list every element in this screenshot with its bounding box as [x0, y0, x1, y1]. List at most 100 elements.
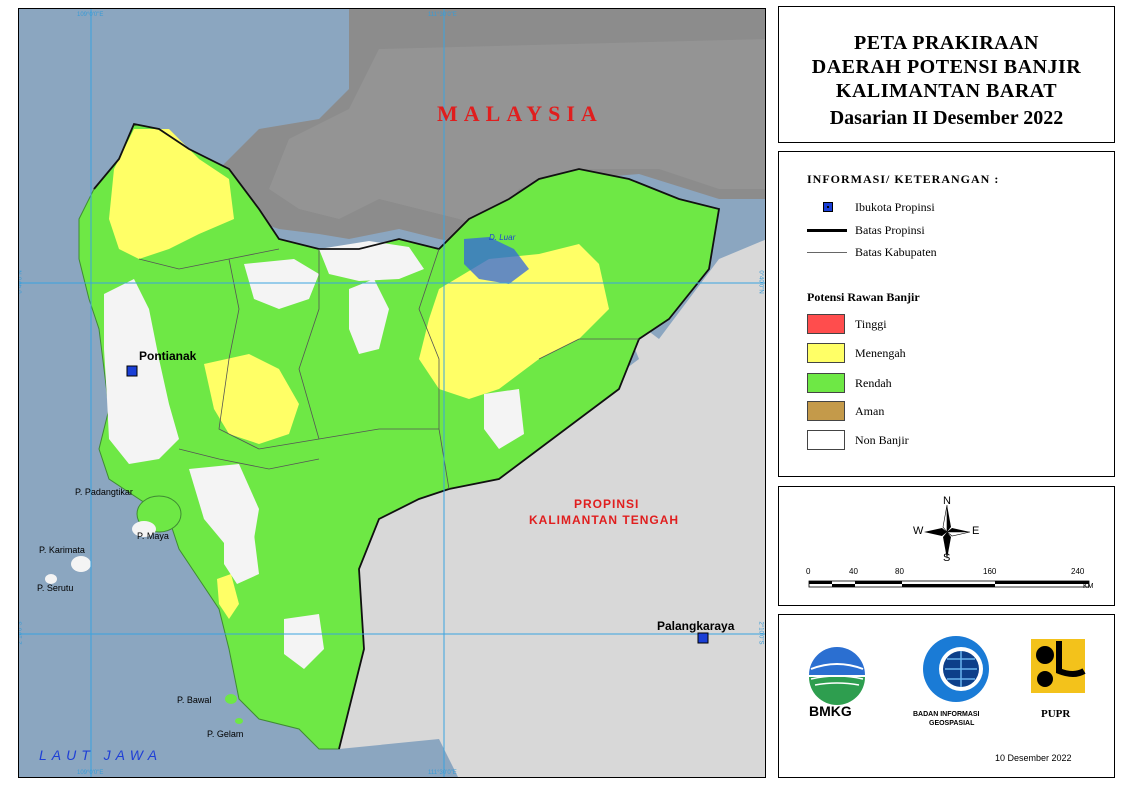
coord-lon-bottom-1: 109°0'0"E [77, 770, 104, 776]
legend-kab-boundary: Batas Kabupaten [807, 241, 937, 263]
legend-level-label: Tinggi [855, 316, 887, 331]
title-period: Dasarian II Desember 2022 [829, 107, 1064, 129]
map-canvas [19, 9, 765, 777]
legend-level-label: Non Banjir [855, 432, 909, 447]
coord-lon-bottom-2: 111°30'0"E [428, 770, 457, 776]
coord-lon-top-1: 109°0'0"E [77, 12, 104, 18]
label-island-serutu: P. Serutu [37, 583, 74, 593]
compass-n: N [943, 495, 951, 507]
legend-level-menengah: Menengah [807, 342, 906, 364]
swatch-aman [807, 401, 845, 421]
label-pontianak: Pontianak [139, 349, 197, 363]
pupr-logo-icon [1031, 639, 1086, 693]
compass-e: E [972, 525, 980, 537]
legend-risk-heading: Potensi Rawan Banjir [807, 290, 920, 304]
legend-panel: INFORMASI/ KETERANGAN : Ibukota Propinsi… [778, 151, 1115, 477]
title-panel: PETA PRAKIRAAN DAERAH POTENSI BANJIR KAL… [778, 6, 1115, 143]
compass-s: S [943, 552, 951, 564]
big-label-1: BADAN INFORMASI [913, 711, 980, 718]
region-menengah-center [204, 354, 299, 444]
region-menengah-south [217, 574, 239, 619]
province-line-icon [807, 228, 847, 232]
region-menengah-north [109, 129, 234, 259]
coord-lon-top-2: 111°30'0"E [428, 12, 457, 18]
island-bawal [225, 694, 237, 704]
title-line-3: KALIMANTAN BARAT [835, 80, 1058, 102]
legend-level-rendah: Rendah [807, 372, 892, 394]
label-island-padangtikar: P. Padangtikar [75, 487, 133, 497]
swatch-menengah [807, 343, 845, 363]
island-serutu [45, 574, 57, 584]
island-gelam [235, 718, 243, 724]
label-laut-jawa: LAUT JAWA [39, 747, 163, 763]
region-nonbanjir-south3 [284, 614, 324, 669]
region-nonbanjir-center [244, 259, 319, 309]
compass-w: W [913, 525, 924, 537]
swatch-nonbanjir [807, 430, 845, 450]
label-island-bawal: P. Bawal [177, 695, 212, 705]
kabupaten-line-icon [807, 251, 847, 253]
kalteng-landmass [339, 239, 765, 777]
scale-tick-40: 40 [849, 567, 858, 576]
region-nonbanjir-west [104, 279, 179, 464]
region-nonbanjir-east [484, 389, 524, 449]
legend-capital-label: Ibukota Propinsi [855, 199, 935, 214]
label-danau-luar: D. Luar [489, 233, 516, 242]
legend-level-aman: Aman [807, 400, 884, 422]
legend-prov-boundary-label: Batas Propinsi [855, 222, 925, 237]
malaysia-relief [269, 39, 765, 229]
swatch-tinggi [807, 314, 845, 334]
big-logo-icon [923, 636, 989, 702]
label-kalimantan-tengah: KALIMANTAN TENGAH [529, 513, 680, 527]
bmkg-logo-icon [809, 647, 865, 705]
capital-icon [823, 202, 833, 212]
scale-unit: KM [1083, 583, 1094, 590]
compass-scale-panel: N S E W 0 40 80 160 240 KM [778, 486, 1115, 606]
legend-level-label: Menengah [855, 345, 906, 360]
label-malaysia: MALAYSIA [437, 101, 603, 126]
bmkg-label: BMKG [809, 703, 852, 719]
label-palangkaraya: Palangkaraya [657, 619, 735, 633]
region-nonbanjir-top [319, 241, 424, 281]
legend-prov-boundary: Batas Propinsi [807, 219, 925, 241]
scale-tick-80: 80 [895, 567, 904, 576]
title-line-2: DAERAH POTENSI BANJIR [811, 56, 1082, 78]
capital-marker-pontianak [126, 365, 138, 377]
coord-lat-right-1: 0°40'0"N [757, 270, 764, 294]
province-boundary [93, 122, 721, 750]
lake-danau-luar [464, 237, 529, 284]
scale-tick-160: 160 [983, 567, 997, 576]
compass-rose-icon [808, 504, 1090, 588]
label-island-karimata: P. Karimata [39, 545, 85, 555]
logos-panel: BMKG BADAN INFORMASI GEOSPASIAL PUPR 10 … [778, 614, 1115, 778]
legend-level-nonbanjir: Non Banjir [807, 429, 909, 451]
island-karimata [71, 556, 91, 572]
legend-level-label: Aman [855, 403, 885, 418]
coord-lat-left-1: 0°40'0"N [18, 270, 24, 294]
scale-tick-240: 240 [1071, 567, 1085, 576]
capital-marker-palangkaraya [697, 632, 709, 644]
legend-level-tinggi: Tinggi [807, 313, 887, 335]
label-island-maya: P. Maya [137, 531, 169, 541]
legend-kab-boundary-label: Batas Kabupaten [855, 244, 937, 259]
scale-tick-0: 0 [806, 567, 811, 576]
pupr-label: PUPR [1041, 708, 1071, 720]
big-label-2: GEOSPASIAL [929, 720, 975, 727]
kabupaten-boundaries [138, 248, 639, 490]
swatch-rendah [807, 373, 845, 393]
legend-level-label: Rendah [855, 375, 892, 390]
region-nonbanjir-south2 [224, 534, 259, 584]
label-propinsi: PROPINSI [574, 497, 640, 511]
legend-heading: INFORMASI/ KETERANGAN : [807, 172, 1000, 186]
label-island-gelam: P. Gelam [207, 729, 244, 739]
region-nonbanjir-mid [349, 279, 389, 354]
map-frame[interactable]: MALAYSIA PROPINSI KALIMANTAN TENGAH LAUT… [18, 8, 766, 778]
region-nonbanjir-south1 [189, 464, 259, 549]
coord-lat-right-2: 2°10'0"S [757, 621, 764, 645]
title-line-1: PETA PRAKIRAAN [854, 32, 1039, 54]
coord-lat-left-2: 2°10'0"S [18, 621, 24, 645]
graticule [19, 9, 765, 777]
issue-date: 10 Desember 2022 [995, 753, 1072, 763]
island-maya [132, 521, 156, 537]
logos-graphics [809, 636, 1086, 705]
